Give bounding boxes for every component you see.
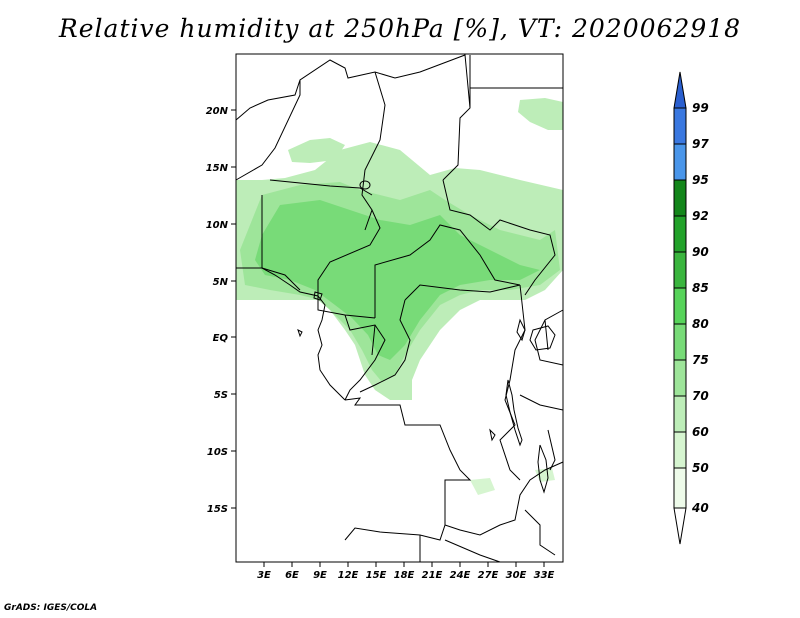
lat-label: 20N xyxy=(206,106,229,117)
colorbar-segment xyxy=(673,179,687,217)
lon-label: 30E xyxy=(506,570,527,581)
colorbar-label: 70 xyxy=(692,389,709,403)
colorbar-segment xyxy=(673,143,687,181)
border-drc-east xyxy=(499,284,526,481)
colorbar-segment xyxy=(673,359,687,397)
colorbar-segment xyxy=(673,107,687,145)
lake-kivu xyxy=(489,428,496,442)
humidity-field-patch xyxy=(288,138,345,163)
lat-label: EQ xyxy=(213,333,229,344)
colorbar-label: 95 xyxy=(692,173,709,187)
border-libya-egypt xyxy=(469,55,563,108)
lat-label: 15N xyxy=(206,163,229,174)
lake-chad xyxy=(359,180,371,190)
colorbar-segment xyxy=(673,395,687,433)
lat-ticks xyxy=(231,109,236,509)
lon-label: 3E xyxy=(257,570,271,581)
colorbar-segment xyxy=(673,287,687,325)
lake-tanganyika xyxy=(505,379,523,447)
lat-label: 5N xyxy=(213,277,229,288)
border-cameroon xyxy=(317,209,381,319)
colorbar-segment xyxy=(673,323,687,361)
colorbar-labels: 99 97 95 92 90 85 80 75 70 60 50 40 xyxy=(691,101,709,515)
colorbar-label: 92 xyxy=(692,209,709,223)
border-drc-north xyxy=(404,284,521,301)
lat-label: 10S xyxy=(207,447,228,458)
lat-label: 5S xyxy=(214,390,228,401)
lon-label: 6E xyxy=(285,570,299,581)
humidity-field-core xyxy=(255,200,540,360)
credit-text: GrADS: IGES/COLA xyxy=(4,603,98,613)
colorbar-bottom-arrow xyxy=(673,507,687,545)
island-saotome xyxy=(297,329,303,338)
colorbar-segment xyxy=(673,431,687,469)
colorbar-label: 50 xyxy=(692,461,709,475)
coastline-gulf xyxy=(236,267,346,401)
lake-malawi xyxy=(537,444,549,494)
lon-label: 12E xyxy=(338,570,359,581)
colorbar xyxy=(673,71,687,545)
lon-label: 33E xyxy=(534,570,555,581)
border-south xyxy=(419,509,556,563)
humidity-shading xyxy=(236,98,563,495)
lon-label: 9E xyxy=(313,570,327,581)
lon-labels: 3E 6E 9E 12E 15E 18E 21E 24E 27E 30E 33E xyxy=(257,570,554,581)
island-bioko xyxy=(313,291,323,301)
colorbar-label: 80 xyxy=(692,317,709,331)
country-borders xyxy=(235,54,564,563)
lon-ticks xyxy=(263,562,545,567)
lat-label: 15S xyxy=(207,504,228,515)
colorbar-label: 85 xyxy=(692,281,709,295)
border-angola xyxy=(344,397,472,541)
chart-title: Relative humidity at 250hPa [%], VT: 202… xyxy=(58,14,742,43)
border-chad-niger xyxy=(235,80,301,181)
colorbar-label: 90 xyxy=(692,245,709,259)
lake-victoria xyxy=(529,325,556,351)
colorbar-label: 75 xyxy=(692,353,709,367)
colorbar-label: 40 xyxy=(691,501,709,515)
lat-label: 10N xyxy=(206,220,229,231)
lakes xyxy=(297,180,556,494)
border-drc xyxy=(359,299,411,393)
border-north xyxy=(235,54,471,181)
colorbar-label: 97 xyxy=(692,137,709,151)
colorbar-segment xyxy=(673,467,687,509)
map-frame xyxy=(235,53,564,563)
lat-labels: 20N 15N 10N 5N EQ 5S 10S 15S xyxy=(206,106,229,515)
humidity-field-patch xyxy=(470,478,495,495)
border-zambia xyxy=(444,461,564,536)
lon-label: 21E xyxy=(422,570,443,581)
lon-label: 27E xyxy=(478,570,499,581)
colorbar-segment xyxy=(673,251,687,289)
lon-label: 24E xyxy=(450,570,471,581)
lon-label: 18E xyxy=(394,570,415,581)
colorbar-top-arrow xyxy=(673,71,687,109)
lake-albert xyxy=(516,318,526,342)
lon-label: 15E xyxy=(366,570,387,581)
colorbar-segment xyxy=(673,215,687,253)
border-sudan-ss xyxy=(442,179,556,296)
humidity-field-patch xyxy=(518,98,563,130)
border-congo xyxy=(344,314,386,401)
border-east xyxy=(519,309,564,471)
colorbar-label: 99 xyxy=(692,101,709,115)
colorbar-label: 60 xyxy=(692,425,709,439)
border-car xyxy=(374,224,521,318)
